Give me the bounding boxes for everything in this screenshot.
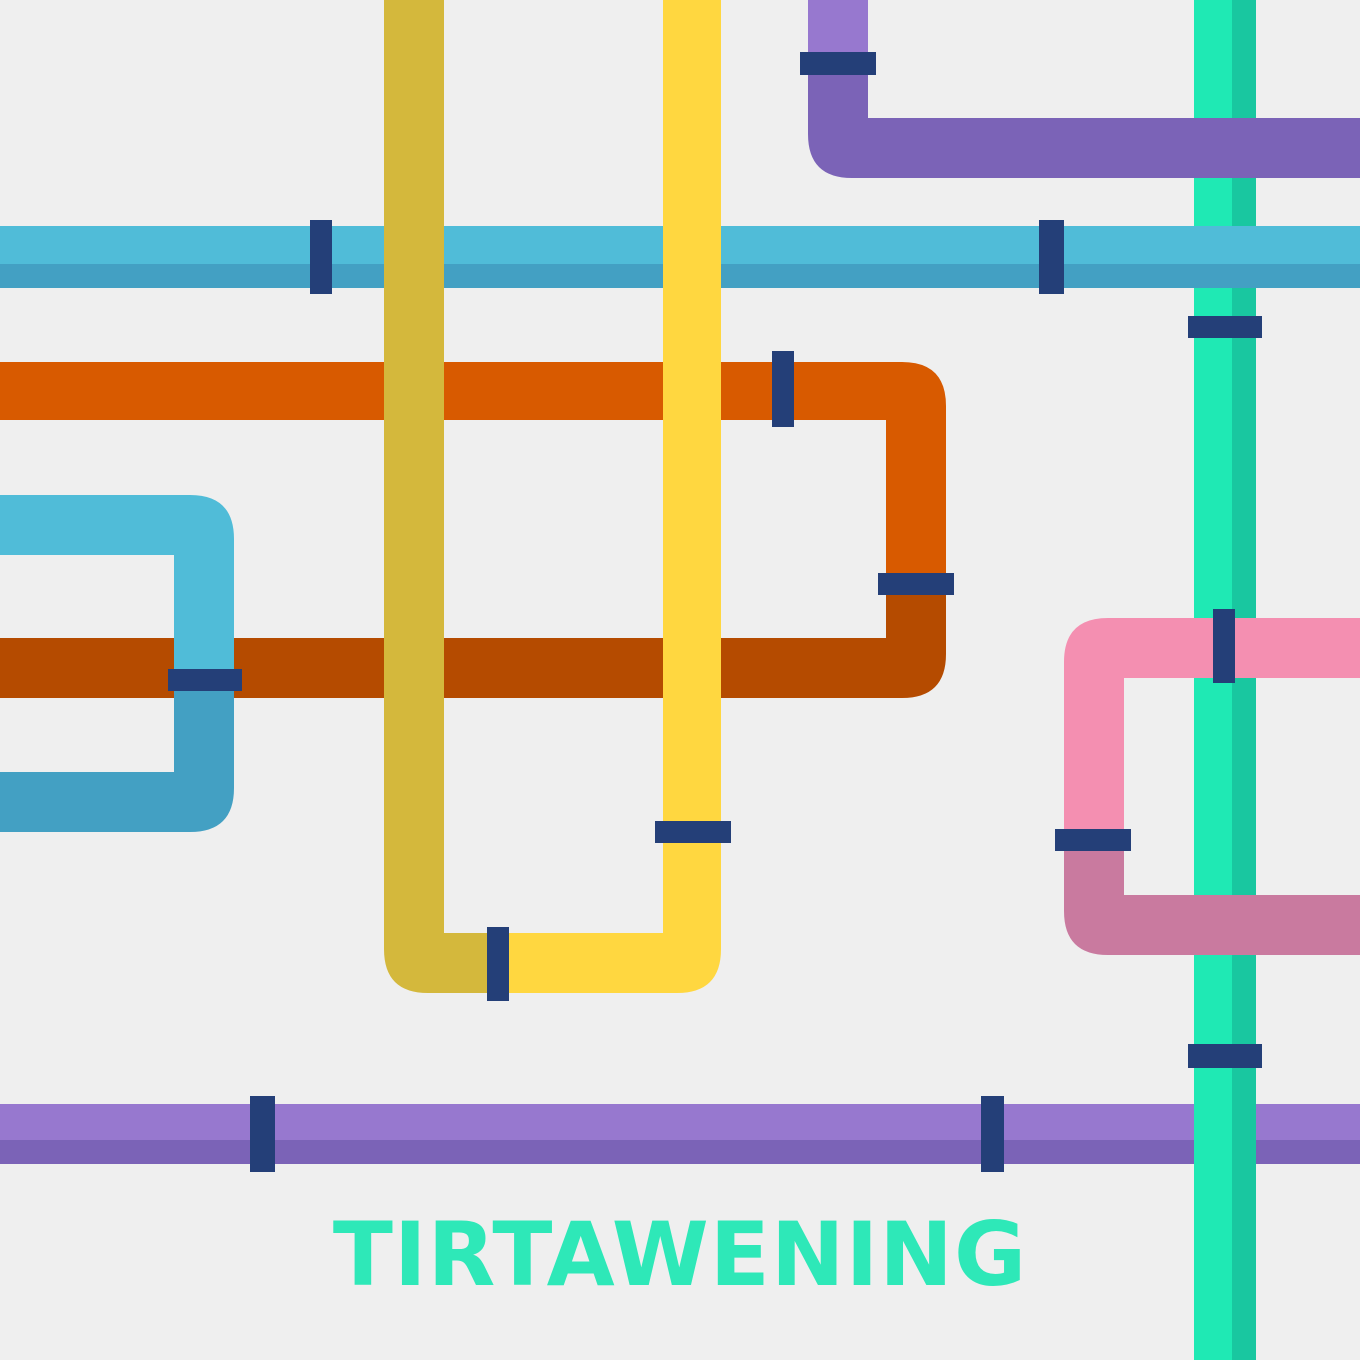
clamp: [800, 52, 876, 75]
clamp: [878, 573, 954, 595]
yellow-u-pipe: [498, 0, 721, 993]
orange-pipe-lower: [0, 585, 946, 698]
clamp: [310, 220, 332, 294]
pink-pipe-upper: [1064, 618, 1360, 842]
purple-bottom-shade: [0, 1140, 1360, 1164]
blue-bend-lower: [0, 680, 234, 832]
blue-bend-pipe: [0, 495, 234, 832]
clamp: [655, 821, 731, 843]
clamp: [772, 351, 794, 427]
clamp: [250, 1096, 275, 1172]
teal-pipe-over-light: [1194, 1104, 1232, 1164]
pipe-clamps: [168, 52, 1262, 1172]
pink-loop-pipe: [1064, 618, 1360, 955]
orange-pipe-upper: [0, 362, 946, 590]
teal-pipe-over-shade: [1232, 1104, 1256, 1164]
purple-bottom-pipe: [0, 1104, 1360, 1164]
clamp: [1188, 1044, 1262, 1068]
clamp: [487, 927, 509, 1001]
brand-wordmark: TIRTAWENING: [332, 1203, 1028, 1306]
clamp: [1213, 609, 1235, 683]
blue-bend-upper: [0, 495, 234, 680]
clamp: [1188, 316, 1262, 338]
purple-top-pipe: [808, 0, 1360, 178]
clamp: [981, 1096, 1004, 1172]
pink-pipe-lower: [1064, 840, 1360, 955]
mustard-u-pipe: [384, 0, 498, 993]
clamp: [168, 669, 242, 691]
clamp: [1039, 220, 1064, 294]
purple-top-elbow: [808, 60, 1360, 178]
purple-bottom-light: [0, 1104, 1360, 1140]
clamp: [1055, 829, 1131, 851]
